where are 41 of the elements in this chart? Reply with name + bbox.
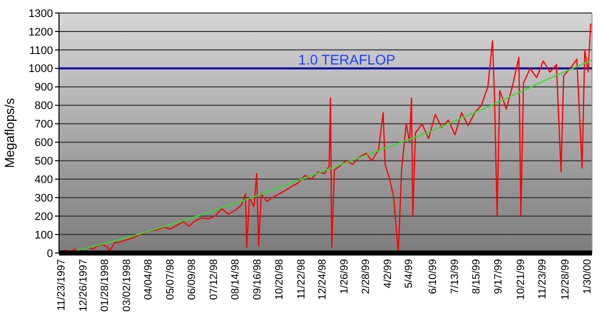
x-tick-label: 11/22/98 — [295, 258, 308, 300]
x-tick-label: 06/09/98 — [186, 258, 198, 300]
x-tick-label: 5/4/99 — [402, 258, 415, 288]
x-tick-label: 09/16/98 — [251, 258, 264, 300]
x-tick-label: 9/17/99 — [492, 258, 504, 294]
x-tick-label: 10/21/99 — [514, 258, 527, 300]
y-tick-label: 500 — [34, 156, 53, 168]
y-tick-label: 300 — [34, 192, 53, 204]
x-tick-label: 01/28/1998 — [99, 258, 112, 312]
x-tick-label: 11/23/99 — [536, 258, 549, 300]
x-tick-label: 8/15/99 — [470, 258, 483, 294]
x-tick-label: 05/07/98 — [164, 258, 176, 300]
y-tick-label: 200 — [34, 210, 53, 223]
x-tick-label: 1/26/99 — [338, 258, 350, 294]
x-tick-label: 12/28/99 — [560, 258, 572, 300]
y-tick-label: 1000 — [28, 63, 53, 76]
y-tick-label: 800 — [34, 100, 53, 112]
y-axis-title: Megaflops/s — [2, 97, 17, 168]
x-tick-label: 08/14/98 — [230, 258, 242, 300]
x-tick-label: 10/20/98 — [274, 258, 286, 300]
y-tick-label: 700 — [34, 118, 53, 131]
x-tick-label: 1/30/00 — [581, 258, 594, 294]
y-tick-label: 600 — [34, 137, 53, 150]
ref-line-label: 1.0 TERAFLOP — [298, 51, 396, 68]
x-tick-label: 07/12/98 — [208, 258, 220, 300]
x-tick-label: 11/23/1997 — [56, 258, 68, 311]
x-tick-label: 2/28/99 — [360, 258, 372, 294]
y-tick-label: 1100 — [29, 44, 53, 57]
y-tick-label: 100 — [34, 229, 53, 242]
x-tick-label: 12/24/98 — [316, 258, 329, 300]
y-tick-label: 1200 — [28, 26, 53, 38]
y-tick-label: 1300 — [28, 8, 53, 20]
y-tick-label: 900 — [34, 82, 53, 94]
x-tick-label: 7/13/99 — [448, 258, 461, 294]
x-tick-label: 03/02/1998 — [120, 258, 133, 312]
x-tick-label: 6/10/99 — [427, 258, 440, 294]
y-tick-label: 0 — [46, 248, 53, 260]
y-tick-label: 400 — [34, 174, 53, 186]
x-tick-label: 04/04/98 — [142, 258, 155, 300]
x-tick-label: 4/2/99 — [382, 258, 394, 288]
x-tick-label: 12/26/1997 — [77, 258, 90, 312]
